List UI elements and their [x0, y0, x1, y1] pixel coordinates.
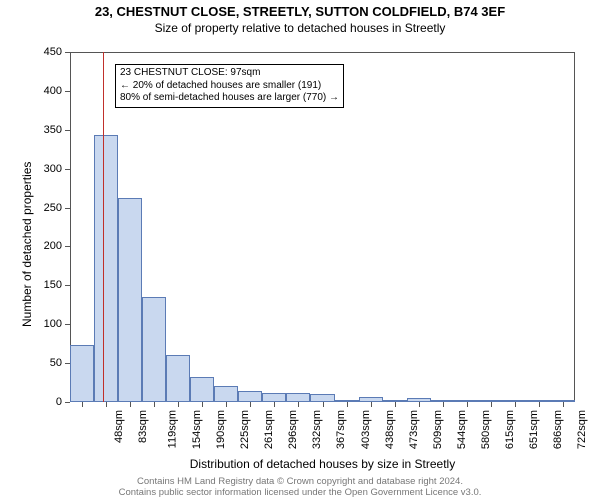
xtick-label: 509sqm [432, 410, 444, 449]
histogram-bar [118, 198, 142, 402]
xtick-line [106, 402, 107, 407]
histogram-bar [214, 386, 238, 402]
xtick-line [298, 402, 299, 407]
xtick-label: 154sqm [191, 410, 203, 449]
ytick-label: 0 [30, 396, 62, 408]
ytick-label: 400 [30, 85, 62, 97]
ytick-line [65, 52, 70, 53]
xtick-line [274, 402, 275, 407]
xtick-line [467, 402, 468, 407]
xtick-line [202, 402, 203, 407]
histogram-bar [190, 377, 214, 402]
xtick-line [539, 402, 540, 407]
xtick-line [395, 402, 396, 407]
histogram-chart: 050100150200250300350400450Number of det… [70, 52, 575, 402]
xtick-line [563, 402, 564, 407]
xtick-label: 544sqm [456, 410, 468, 449]
histogram-bar [166, 355, 190, 402]
histogram-bar [70, 345, 94, 402]
xtick-line [323, 402, 324, 407]
xtick-line [419, 402, 420, 407]
xtick-label: 580sqm [480, 410, 492, 449]
page-subtitle: Size of property relative to detached ho… [0, 21, 600, 35]
xtick-label: 722sqm [576, 410, 588, 449]
xtick-label: 190sqm [215, 410, 227, 449]
xtick-label: 473sqm [408, 410, 420, 449]
xtick-label: 615sqm [504, 410, 516, 449]
xtick-line [154, 402, 155, 407]
xtick-label: 651sqm [528, 410, 540, 449]
histogram-bar [262, 393, 286, 402]
histogram-bar [142, 297, 166, 402]
x-axis-label: Distribution of detached houses by size … [70, 457, 575, 471]
ytick-line [65, 285, 70, 286]
xtick-label: 83sqm [137, 410, 149, 443]
xtick-line [491, 402, 492, 407]
chart-area: 050100150200250300350400450Number of det… [70, 52, 575, 402]
histogram-bar [310, 394, 334, 402]
xtick-line [347, 402, 348, 407]
xtick-label: 686sqm [552, 410, 564, 449]
ytick-label: 450 [30, 46, 62, 58]
xtick-line [130, 402, 131, 407]
info-box-line: 80% of semi-detached houses are larger (… [120, 92, 339, 105]
xtick-line [371, 402, 372, 407]
ytick-line [65, 91, 70, 92]
histogram-bar [286, 393, 310, 402]
xtick-line [178, 402, 179, 407]
xtick-label: 48sqm [113, 410, 125, 443]
ytick-label: 350 [30, 124, 62, 136]
ytick-line [65, 169, 70, 170]
ytick-line [65, 130, 70, 131]
xtick-line [250, 402, 251, 407]
ytick-label: 250 [30, 202, 62, 214]
xtick-line [82, 402, 83, 407]
xtick-label: 261sqm [263, 410, 275, 449]
histogram-bar [94, 135, 118, 402]
ytick-line [65, 208, 70, 209]
xtick-label: 119sqm [166, 410, 178, 448]
xtick-line [443, 402, 444, 407]
ytick-label: 300 [30, 163, 62, 175]
ytick-label: 150 [30, 279, 62, 291]
ytick-line [65, 402, 70, 403]
info-box-line: ← 20% of detached houses are smaller (19… [120, 80, 339, 93]
xtick-line [226, 402, 227, 407]
page: { "title": { "line1": "23, CHESTNUT CLOS… [0, 4, 600, 500]
xtick-label: 367sqm [336, 410, 348, 449]
xtick-label: 332sqm [312, 410, 324, 449]
xtick-line [515, 402, 516, 407]
xtick-label: 438sqm [384, 410, 396, 449]
xtick-label: 403sqm [360, 410, 372, 449]
info-box: 23 CHESTNUT CLOSE: 97sqm← 20% of detache… [115, 64, 344, 108]
ytick-line [65, 324, 70, 325]
ytick-label: 200 [30, 240, 62, 252]
ytick-line [65, 246, 70, 247]
info-box-line: 23 CHESTNUT CLOSE: 97sqm [120, 67, 339, 80]
xtick-label: 225sqm [239, 410, 251, 449]
footer: Contains HM Land Registry data © Crown c… [0, 476, 600, 498]
xtick-label: 296sqm [287, 410, 299, 449]
ytick-label: 100 [30, 318, 62, 330]
ytick-label: 50 [30, 357, 62, 369]
page-title: 23, CHESTNUT CLOSE, STREETLY, SUTTON COL… [0, 4, 600, 19]
histogram-bar [238, 391, 262, 402]
footer-line-1: Contains HM Land Registry data © Crown c… [0, 476, 600, 487]
property-marker-line [103, 52, 104, 402]
y-axis-label: Number of detached properties [20, 162, 34, 327]
footer-line-2: Contains public sector information licen… [0, 487, 600, 498]
